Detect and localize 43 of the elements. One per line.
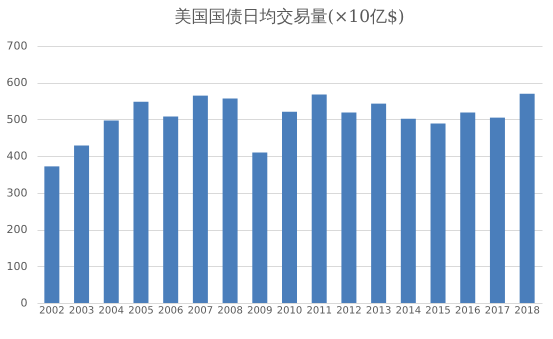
y-tick-label: 300 [6, 186, 28, 200]
x-tick-label: 2008 [217, 306, 243, 316]
x-tick-label: 2006 [158, 306, 184, 316]
x-tick-label: 2018 [514, 306, 540, 316]
bar [74, 145, 90, 303]
bar [282, 112, 297, 303]
y-tick-label: 200 [6, 223, 28, 236]
x-tick-label: 2004 [98, 306, 124, 316]
x-tick-label: 2011 [306, 306, 332, 316]
bar [192, 96, 208, 303]
bar [222, 98, 238, 303]
bar [44, 166, 60, 303]
bar [163, 116, 178, 303]
x-tick-label: 2005 [128, 306, 154, 316]
bar [252, 152, 268, 303]
x-tick-label: 2017 [484, 306, 510, 316]
y-tick-label: 100 [6, 260, 28, 273]
bar [341, 112, 356, 303]
bar [371, 104, 386, 303]
x-tick-label: 2015 [425, 306, 451, 316]
bar [490, 118, 505, 303]
x-tick-label: 2007 [188, 306, 214, 316]
bar [104, 120, 119, 303]
bar [520, 94, 535, 303]
x-tick-label: 2016 [455, 306, 480, 316]
bar [460, 112, 476, 303]
y-tick-label: 600 [6, 76, 28, 90]
y-tick-label: 700 [6, 40, 28, 52]
bar [430, 123, 446, 303]
chart-title: 美国国债日均交易量(×10亿$) [174, 7, 404, 27]
x-tick-label: 2002 [39, 306, 65, 316]
bar [133, 102, 148, 303]
y-tick-label: 400 [6, 150, 28, 163]
x-tick-label: 2003 [68, 306, 94, 316]
x-tick-label: 2010 [276, 306, 302, 316]
bar [400, 118, 416, 303]
x-tick-label: 2009 [247, 306, 273, 316]
y-tick-label: 500 [6, 112, 28, 126]
x-tick-label: 2014 [396, 306, 422, 316]
x-tick-label: 2012 [336, 306, 362, 316]
bar [312, 94, 327, 303]
x-tick-label: 2013 [366, 306, 392, 316]
y-tick-label: 0 [20, 296, 28, 310]
